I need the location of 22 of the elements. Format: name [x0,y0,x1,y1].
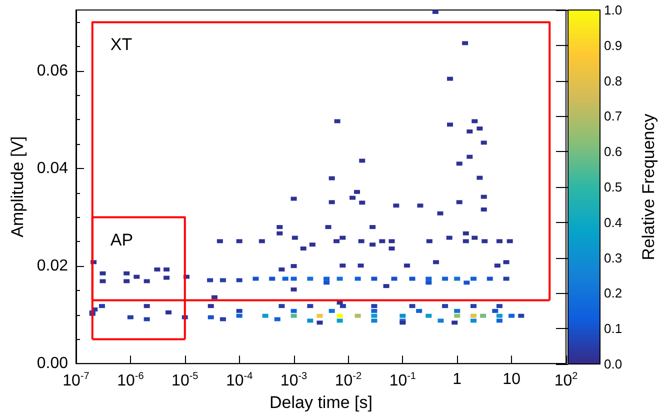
color-bar-label: 0.4 [604,214,622,230]
y-tick-label: 0.06 [36,62,68,80]
color-bar-title: Relative Frequency [639,113,658,260]
y-tick-label: 0.04 [36,160,68,178]
y-tick-label: 0.02 [36,258,68,275]
color-bar-label: 0.3 [604,250,622,266]
y-tick-label: 0.00 [36,355,68,372]
x-tick-label: 10 [502,371,521,388]
color-bar-label: 0.8 [604,73,622,88]
color-bar-label: 0.9 [604,38,622,53]
color-bar-label: 0.5 [604,180,622,194]
x-tick-label: 1 [452,371,462,388]
color-bar-label: 0.0 [604,356,622,372]
color-bar-label: 1.0 [604,2,622,18]
color-bar-label: 0.6 [604,144,622,160]
annotation: XT [110,35,132,54]
x-axis-title: Delay time [s] [270,393,372,412]
color-bar-label: 0.2 [604,286,622,301]
y-axis-title: Amplitude [V] [8,136,27,238]
annotation: AP [110,230,134,250]
color-bar-label: 0.7 [604,108,622,124]
color-bar-label: 0.1 [604,321,622,336]
